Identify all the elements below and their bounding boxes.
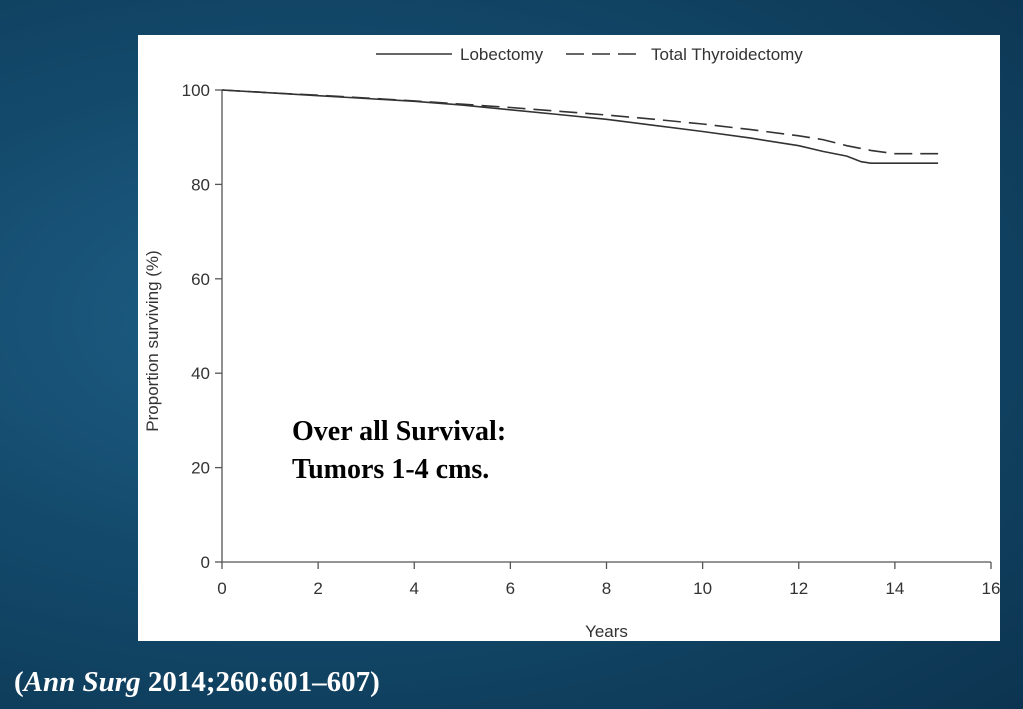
axes — [215, 89, 992, 569]
y-tick-label: 80 — [191, 175, 210, 194]
y-tick-label: 0 — [201, 553, 210, 572]
survival-chart: 0 2 4 6 8 10 12 14 16 0 20 40 60 80 100 Lobectomy Total… — [143, 45, 1000, 641]
y-tick-label: 60 — [191, 270, 210, 289]
y-tick-label: 40 — [191, 364, 210, 383]
annotation-line-2: Tumors 1-4 cms. — [292, 454, 490, 485]
chart-annotation: Over all Survival: Tumors 1-4 cms. — [292, 413, 506, 489]
chart-panel: 0 2 4 6 8 10 12 14 16 0 20 40 60 80 100 Lobectomy Total… — [138, 35, 1000, 641]
series-lines — [221, 89, 939, 164]
series-line-lobectomy — [221, 89, 939, 164]
y-tick-label: 100 — [182, 81, 210, 100]
y-tick-label: 20 — [191, 459, 210, 478]
legend-label: Total Thyroidectomy — [651, 45, 803, 64]
citation-journal: Ann Surg — [23, 666, 141, 698]
y-axis-label: Proportion surviving (%) — [143, 250, 162, 431]
x-tick-label: 10 — [693, 579, 712, 598]
x-tick-label: 4 — [410, 579, 419, 598]
annotation-line-1: Over all Survival: — [292, 416, 507, 447]
x-tick-label: 16 — [982, 579, 1000, 598]
x-tick-label: 8 — [602, 579, 611, 598]
x-tick-label: 2 — [313, 579, 322, 598]
legend-label: Lobectomy — [460, 45, 544, 64]
x-tick-label: 0 — [217, 579, 226, 598]
x-tick-label: 6 — [506, 579, 515, 598]
citation-open: ( — [14, 666, 24, 698]
x-tick-label: 12 — [789, 579, 808, 598]
x-axis-label: Years — [585, 622, 628, 641]
x-tick-label: 14 — [885, 579, 904, 598]
tick-labels: 0 2 4 6 8 10 12 14 16 0 20 40 60 80 100 — [182, 81, 1000, 598]
legend: Lobectomy Total Thyroidectomy — [376, 45, 803, 64]
citation: (Ann Surg 2014;260:601–607) — [14, 666, 380, 699]
series-line-total-thyroidectomy — [221, 89, 939, 155]
citation-details: 2014;260:601–607) — [140, 666, 380, 698]
